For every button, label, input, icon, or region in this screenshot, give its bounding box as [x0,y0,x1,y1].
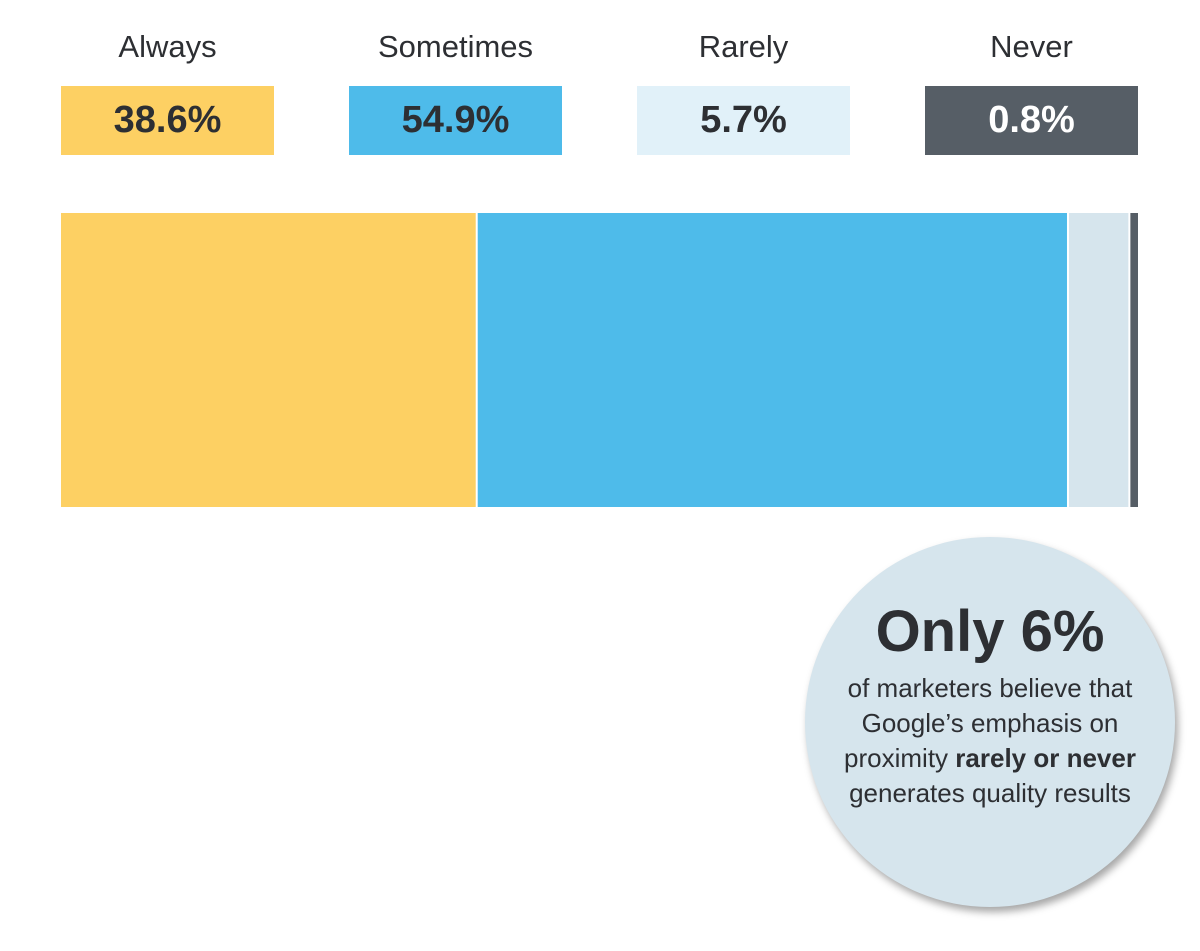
callout-headline: Only 6% [875,599,1105,664]
legend-item-sometimes: Sometimes 54.9% [349,28,562,155]
legend-value-rarely: 5.7% [637,86,850,155]
bar-segment-never [1129,213,1138,507]
legend-item-always: Always 38.6% [61,28,274,155]
callout-text-before: of marketers believe that Google’s empha… [844,673,1133,773]
legend-value-always: 38.6% [61,86,274,155]
legend-item-rarely: Rarely 5.7% [637,28,850,155]
callout-text-bold: rarely or never [955,743,1136,773]
legend-label-never: Never [990,29,1073,64]
callout-text: of marketers believe that Google’s empha… [820,671,1160,811]
legend-label-always: Always [118,29,217,64]
legend-value-never: 0.8% [925,86,1138,155]
legend-value-sometimes: 54.9% [349,86,562,155]
callout-text-after: generates quality results [849,778,1131,808]
chart-legend: Always 38.6% Sometimes 54.9% Rarely 5.7%… [0,0,1200,170]
legend-label-rarely: Rarely [698,29,789,64]
bar-segment-rarely [1067,213,1130,507]
bar-segment-sometimes [476,213,1068,507]
callout-circle: Only 6% of marketers believe that Google… [805,537,1175,907]
legend-item-never: Never 0.8% [925,28,1138,155]
legend-label-sometimes: Sometimes [377,29,534,64]
stacked-bar [61,213,1138,507]
bar-segment-always [61,213,477,507]
